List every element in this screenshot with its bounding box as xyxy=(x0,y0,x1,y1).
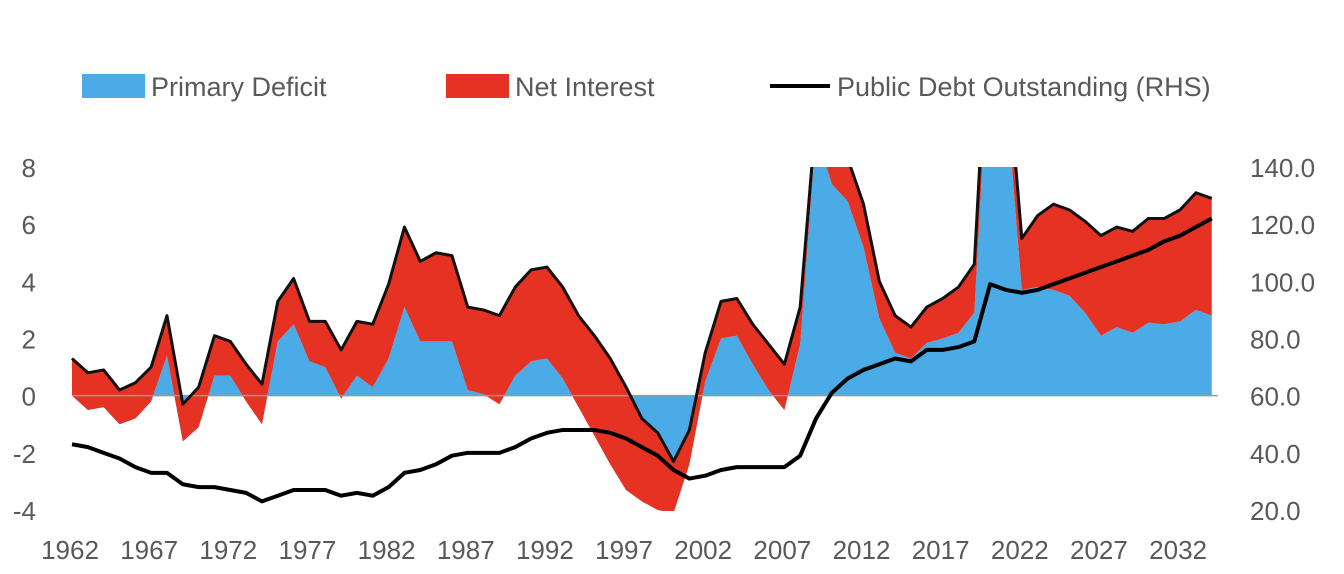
x-tick-label: 2002 xyxy=(674,535,732,565)
legend-label-public-debt: Public Debt Outstanding (RHS) xyxy=(837,72,1211,102)
y-left-tick-label: 4 xyxy=(22,267,36,297)
legend-swatch-net-interest xyxy=(446,74,509,98)
y-right-tick-label: 120.0 xyxy=(1250,210,1315,240)
public-debt-line xyxy=(71,216,1213,504)
legend: Primary Deficit Net Interest Public Debt… xyxy=(82,72,1211,102)
legend-swatch-primary-deficit xyxy=(82,74,145,98)
total-deficit-line xyxy=(70,167,1213,463)
x-tick-label: 2027 xyxy=(1070,535,1128,565)
y-right-tick-label: 100.0 xyxy=(1250,267,1315,297)
y-left-tick-label: 8 xyxy=(22,153,36,183)
x-tick-label: 1987 xyxy=(437,535,495,565)
net-interest-area xyxy=(72,167,1212,511)
x-tick-label: 2032 xyxy=(1149,535,1207,565)
y-right-tick-label: 60.0 xyxy=(1250,382,1301,412)
x-tick-label: 2007 xyxy=(753,535,811,565)
axes: 8 6 4 2 0 -2 -4 140.0 120.0 100.0 80.0 60.0 40.0 20.0… xyxy=(13,153,1315,565)
x-tick-label: 1972 xyxy=(199,535,257,565)
x-tick-label: 1992 xyxy=(516,535,574,565)
legend-label-primary-deficit: Primary Deficit xyxy=(151,72,327,102)
y-left-tick-label: 0 xyxy=(22,382,36,412)
y-left-tick-label: -4 xyxy=(13,496,36,526)
y-left-tick-label: 2 xyxy=(22,325,36,355)
x-tick-label: 2022 xyxy=(991,535,1049,565)
y-left-tick-label: 6 xyxy=(22,210,36,240)
y-right-tick-label: 140.0 xyxy=(1250,153,1315,183)
x-tick-label: 2017 xyxy=(912,535,970,565)
x-tick-label: 2012 xyxy=(833,535,891,565)
y-right-tick-label: 40.0 xyxy=(1250,439,1301,469)
y-right-tick-label: 20.0 xyxy=(1250,496,1301,526)
plot-area xyxy=(70,167,1218,511)
y-left-tick-label: -2 xyxy=(13,439,36,469)
y-right-tick-label: 80.0 xyxy=(1250,325,1301,355)
x-tick-label: 1962 xyxy=(41,535,99,565)
x-tick-label: 1967 xyxy=(120,535,178,565)
x-tick-label: 1977 xyxy=(279,535,337,565)
x-tick-label: 1982 xyxy=(358,535,416,565)
legend-label-net-interest: Net Interest xyxy=(515,72,655,102)
x-tick-label: 1997 xyxy=(595,535,653,565)
